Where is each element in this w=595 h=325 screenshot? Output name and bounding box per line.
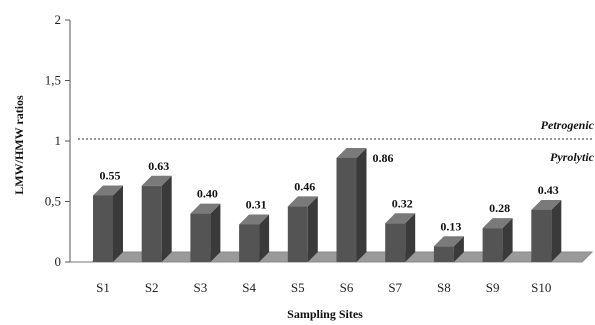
bar-front	[482, 228, 503, 262]
bar	[239, 214, 270, 262]
bar-top	[336, 147, 367, 158]
pyrolytic-annotation: Pyrolytic	[550, 150, 595, 164]
bar-top	[287, 196, 318, 207]
bar-front	[190, 213, 211, 262]
bar-side	[356, 147, 367, 262]
bar	[385, 213, 416, 262]
bar-front	[385, 223, 406, 262]
bar-top	[531, 199, 562, 210]
bar-top	[385, 213, 416, 224]
bar-front	[336, 157, 357, 262]
x-category-label: S5	[291, 280, 305, 295]
y-tick-label: 0	[55, 254, 62, 269]
data-label: 0.55	[100, 168, 121, 182]
bar-side	[259, 214, 270, 262]
y-axis-title: LMW/HMW ratios	[12, 95, 26, 195]
y-tick-label: 2	[55, 12, 62, 27]
x-axis-title: Sampling Sites	[287, 307, 363, 321]
bar-front	[433, 246, 454, 262]
x-category-label: S10	[531, 280, 551, 295]
bar-front	[239, 224, 260, 262]
bar-side	[405, 213, 416, 262]
bar-side	[113, 185, 123, 262]
bar-top	[482, 218, 513, 229]
bar-side	[551, 199, 562, 262]
x-category-label: S7	[388, 280, 402, 295]
bar-front	[93, 195, 113, 262]
bar-side	[453, 236, 464, 262]
x-category-label: S8	[437, 280, 451, 295]
x-category-label: S2	[145, 280, 159, 295]
y-axis: 0 0,5 1 1,5 2	[45, 12, 92, 269]
bar	[190, 203, 221, 262]
bar-front	[141, 185, 162, 262]
bar-side	[307, 196, 318, 262]
data-label: 0.31	[246, 197, 267, 211]
bar	[433, 236, 464, 262]
data-labels: 0.55 0.63 0.40 0.31 0.46 0.86 0.32 0.13 0.28 0.43	[100, 151, 559, 233]
data-label: 0.43	[538, 183, 559, 197]
bar-side	[502, 218, 513, 262]
bar-front	[287, 206, 308, 262]
y-tick-label: 0,5	[45, 194, 61, 209]
bar	[336, 147, 367, 262]
bar	[93, 185, 123, 262]
x-category-label: S3	[194, 280, 208, 295]
petrogenic-annotation: Petrogenic	[541, 118, 595, 132]
bar-top	[141, 175, 172, 186]
data-label: 0.40	[197, 187, 218, 201]
data-label: 0.63	[148, 159, 169, 173]
y-tick-label: 1,5	[45, 73, 61, 88]
bar	[531, 199, 562, 262]
bar	[141, 175, 172, 262]
bar-top	[239, 214, 270, 225]
data-label: 0.32	[392, 196, 413, 210]
data-label: 0.86	[373, 151, 394, 165]
y-tick-label: 1	[55, 133, 62, 148]
x-axis-categories: S1 S2 S3 S4 S5 S6 S7 S8 S9 S10	[96, 280, 551, 295]
bar-top	[190, 203, 221, 214]
x-category-label: S9	[486, 280, 500, 295]
bar	[287, 196, 318, 262]
x-category-label: S6	[340, 280, 354, 295]
bar-top	[433, 236, 464, 247]
data-label: 0.46	[294, 179, 315, 193]
data-label: 0.13	[440, 219, 461, 233]
x-category-label: S1	[96, 280, 110, 295]
data-label: 0.28	[489, 201, 510, 215]
bar-side	[161, 175, 172, 262]
bar-side	[210, 203, 221, 262]
x-category-label: S4	[242, 280, 256, 295]
bar	[482, 218, 513, 262]
bar-top	[93, 185, 123, 196]
bar-front	[531, 209, 552, 262]
bars	[93, 147, 562, 262]
